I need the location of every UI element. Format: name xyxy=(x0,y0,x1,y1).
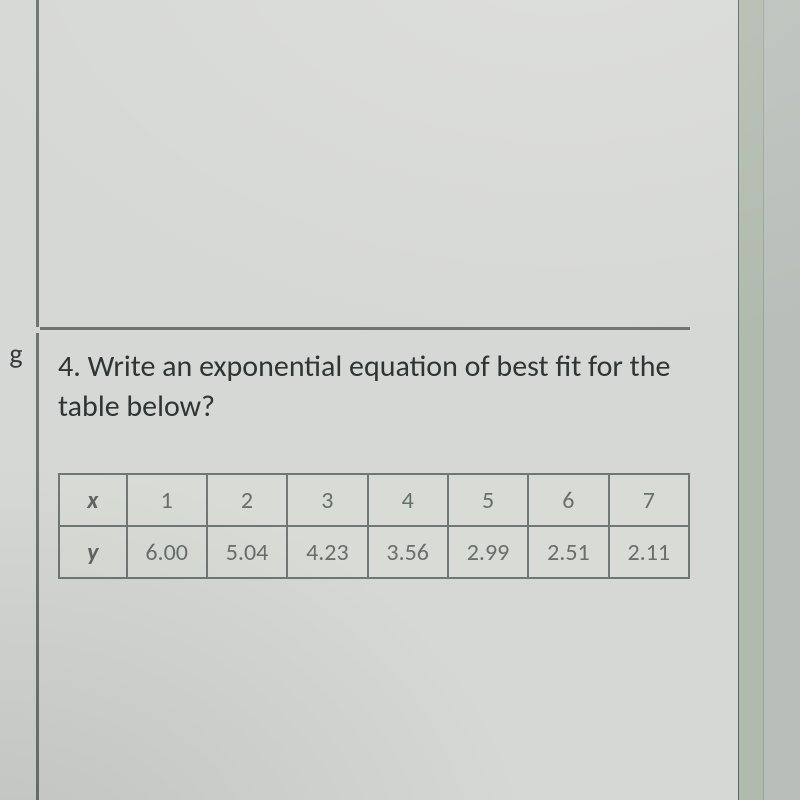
table-row: y 6.00 5.04 4.23 3.56 2.99 2.51 2.11 xyxy=(59,526,689,578)
table-cell: 6 xyxy=(528,474,608,526)
margin-label: g xyxy=(0,336,32,371)
table-cell: 3.56 xyxy=(368,526,448,578)
table-cell: 2.99 xyxy=(448,526,528,578)
data-table: x 1 2 3 4 5 6 7 y 6.00 5.04 4.23 3.56 2.… xyxy=(58,473,690,579)
table-cell: 4.23 xyxy=(287,526,367,578)
prev-cell xyxy=(40,0,690,330)
row-header-y: y xyxy=(59,526,127,578)
table-row: x 1 2 3 4 5 6 7 xyxy=(59,474,689,526)
table-cell: 1 xyxy=(127,474,207,526)
table-cell: 2 xyxy=(207,474,287,526)
table-cell: 2.51 xyxy=(528,526,608,578)
table-cell: 5 xyxy=(448,474,528,526)
worksheet-page: g 4. Write an exponential equation of be… xyxy=(0,0,740,800)
row-header-x: x xyxy=(59,474,127,526)
table-cell: 5.04 xyxy=(207,526,287,578)
table-cell: 7 xyxy=(609,474,689,526)
question-number: 4. xyxy=(58,348,81,385)
question-body: Write an exponential equation of best fi… xyxy=(58,348,670,425)
table-cell: 6.00 xyxy=(127,526,207,578)
table-cell: 4 xyxy=(368,474,448,526)
table-cell: 3 xyxy=(287,474,367,526)
question-text: 4. Write an exponential equation of best… xyxy=(58,347,678,426)
table-cell: 2.11 xyxy=(609,526,689,578)
question-cell: 4. Write an exponential equation of best… xyxy=(40,333,690,800)
